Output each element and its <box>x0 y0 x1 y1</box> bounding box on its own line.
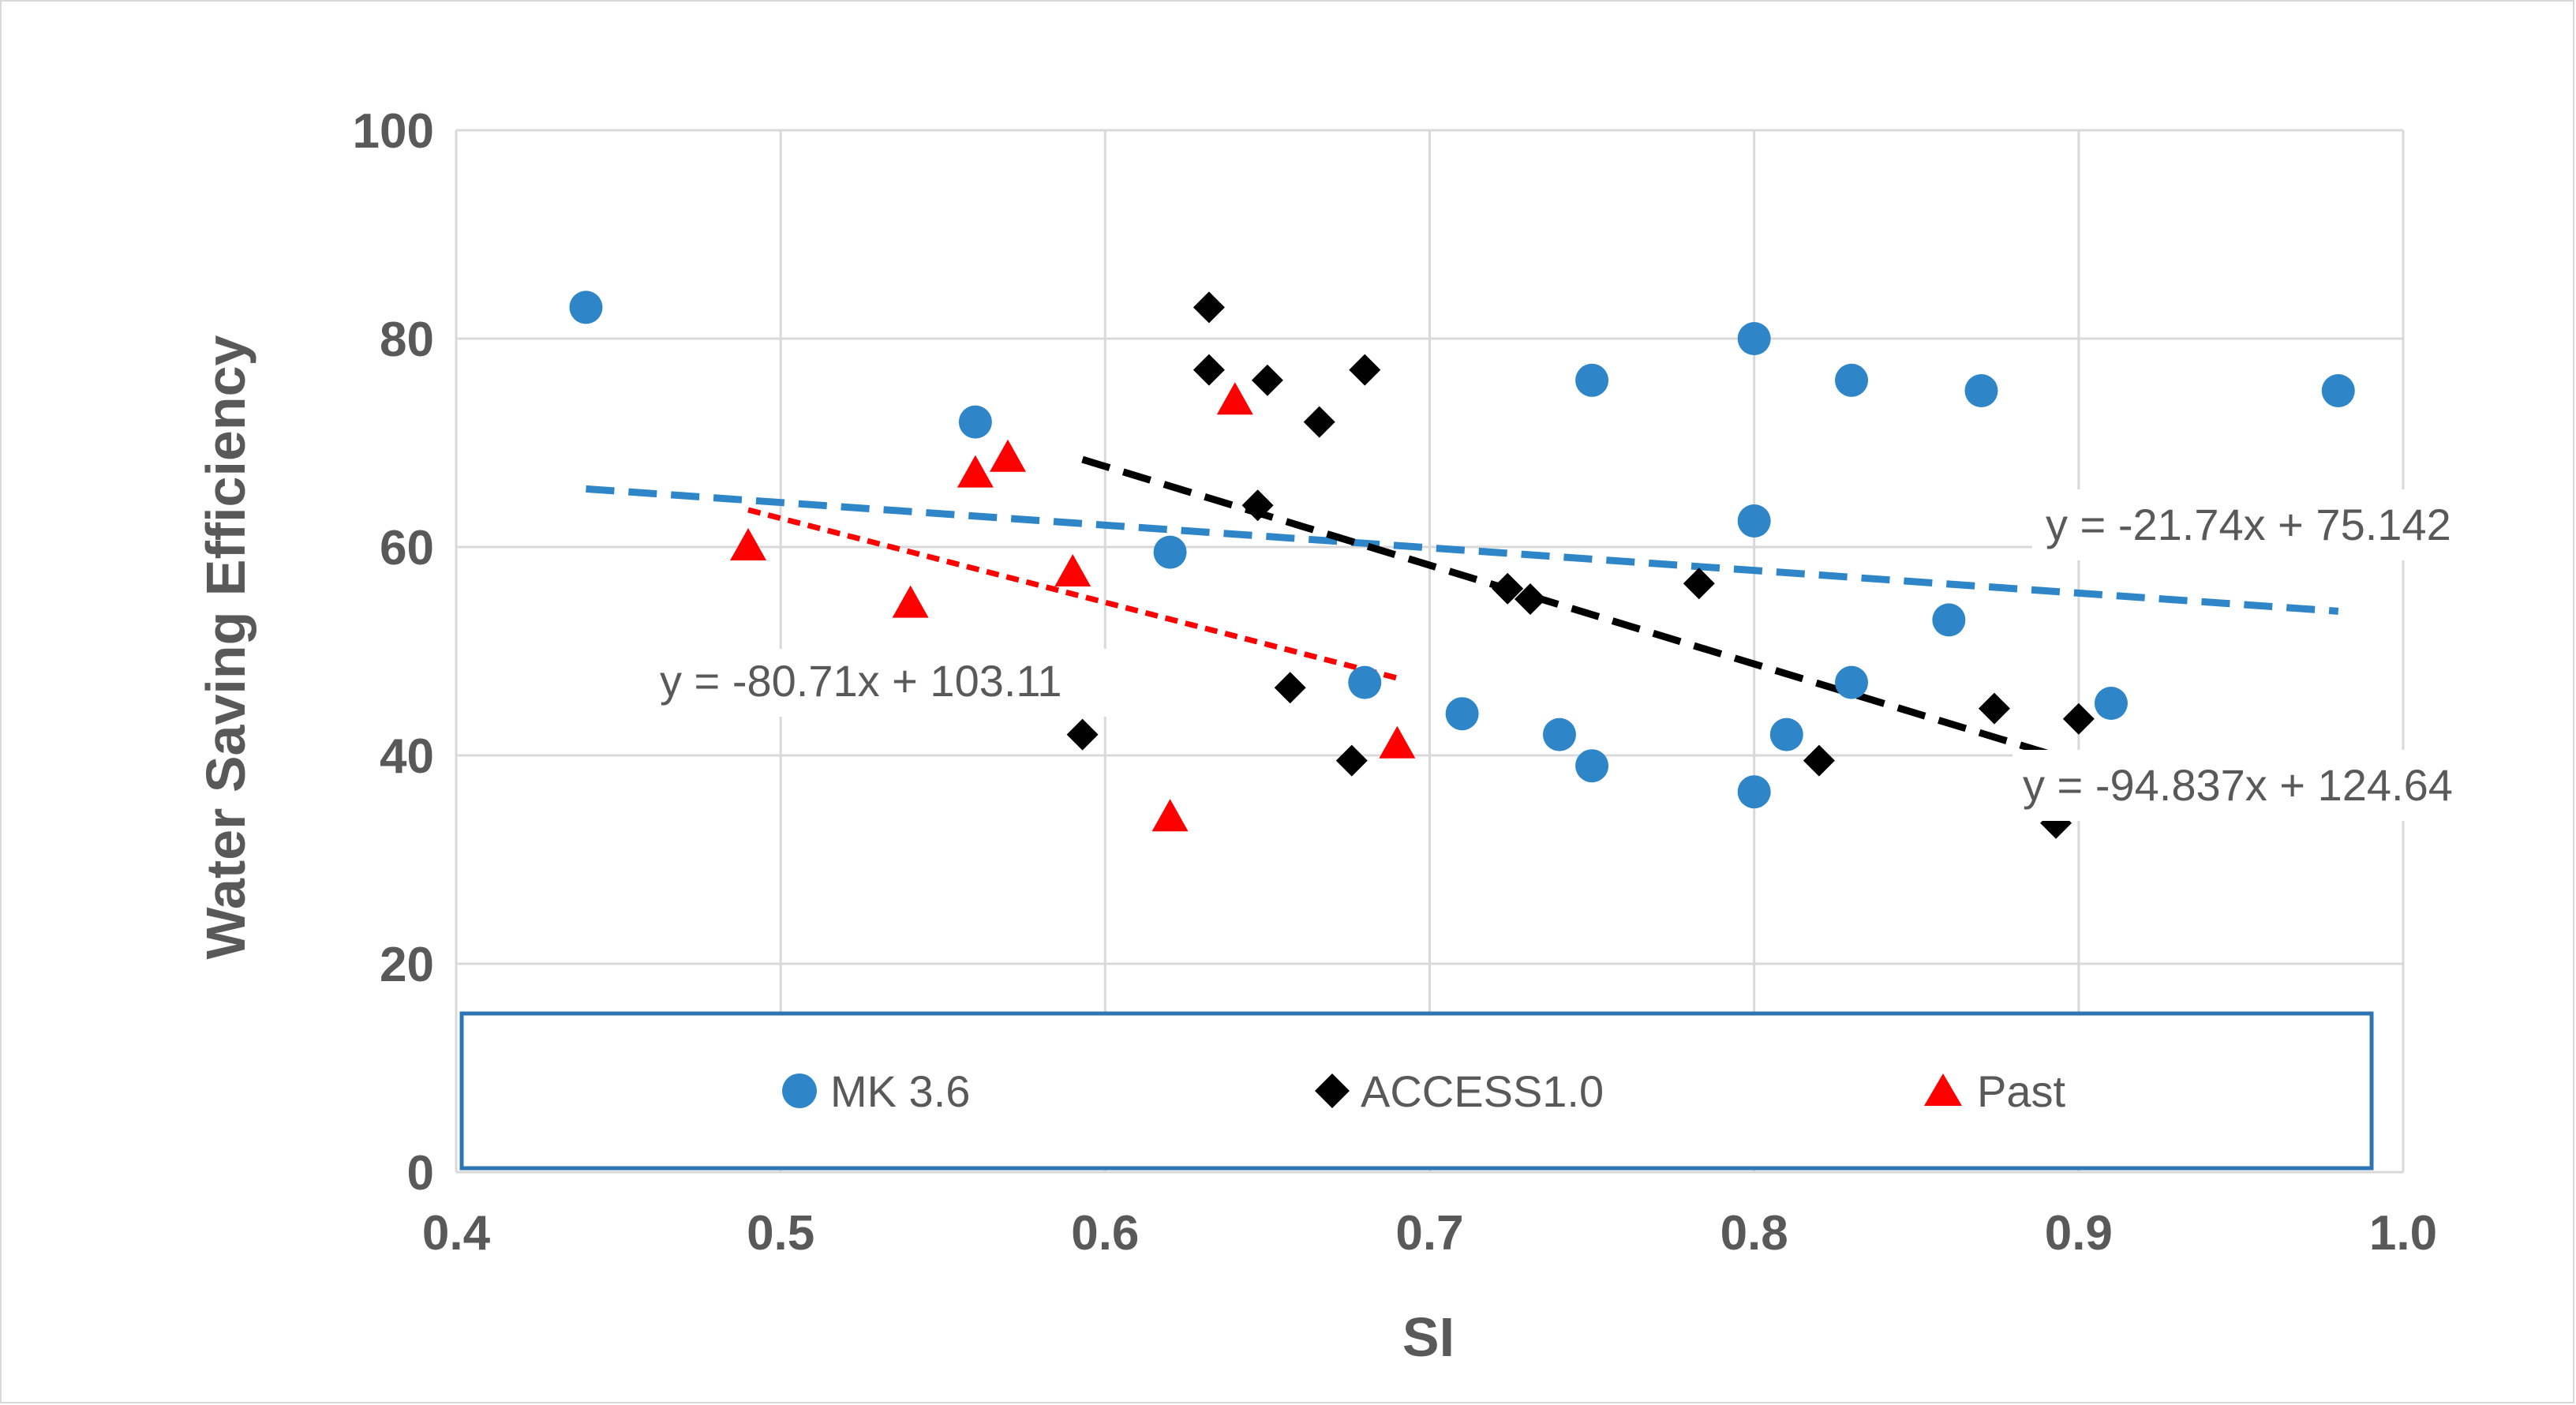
point-mk-3-6 <box>1575 749 1609 783</box>
point-access1-0 <box>1492 572 1524 605</box>
point-access1-0 <box>1514 583 1546 615</box>
x-tick-label: 0.7 <box>1395 1206 1463 1261</box>
point-mk-3-6 <box>1769 717 1803 751</box>
point-access1-0 <box>1066 718 1099 751</box>
y-axis-title: Water Saving Efficiency <box>195 335 256 959</box>
point-mk-3-6 <box>1445 697 1479 731</box>
point-access1-0 <box>1241 489 1274 522</box>
point-access1-0 <box>1251 364 1283 396</box>
point-access1-0 <box>1803 744 1835 777</box>
point-access1-0 <box>1274 672 1306 704</box>
x-tick-label: 0.5 <box>747 1206 814 1261</box>
y-tick-label: 80 <box>380 313 434 367</box>
x-tick-label: 0.8 <box>1720 1206 1788 1261</box>
legend-marker-past <box>1924 1073 1962 1106</box>
point-past <box>989 439 1026 472</box>
point-access1-0 <box>1683 568 1715 600</box>
point-past <box>1379 725 1416 759</box>
point-past <box>892 585 929 618</box>
legend-label-mk36: MK 3.6 <box>830 1066 970 1116</box>
eq-box-past <box>647 649 1152 717</box>
trendline-past <box>747 507 1398 681</box>
trend-equation-mk36: y = -21.74x + 75.142 <box>2046 500 2451 549</box>
point-past <box>957 455 994 488</box>
trendline-access1-0 <box>1081 455 2080 766</box>
y-tick-label: 20 <box>380 938 434 992</box>
y-tick-label: 100 <box>353 104 434 159</box>
point-access1-0 <box>2062 702 2095 735</box>
trend-equation-past: y = -80.71x + 103.11 <box>660 656 1062 706</box>
x-axis-title: SI <box>1402 1306 1455 1368</box>
legend-box <box>459 1011 2374 1171</box>
point-past <box>1216 382 1253 415</box>
legend-label-past: Past <box>1977 1066 2065 1116</box>
trend-equation-access: y = -94.837x + 124.64 <box>2023 760 2453 810</box>
y-tick-label: 60 <box>380 521 434 575</box>
data-points <box>569 290 2355 839</box>
point-mk-3-6 <box>1835 665 1869 699</box>
point-mk-3-6 <box>1737 322 1771 355</box>
point-past <box>730 528 767 560</box>
point-mk-3-6 <box>1932 603 1966 637</box>
point-mk-3-6 <box>958 405 992 439</box>
point-mk-3-6 <box>1153 535 1187 569</box>
point-mk-3-6 <box>2094 687 2128 720</box>
point-access1-0 <box>1978 692 2010 725</box>
axis-ticks: 0 20 40 60 80 100 0.4 0.5 0.6 0.7 0.8 0.9 1.0 <box>353 104 2438 1261</box>
point-access1-0 <box>1349 354 1381 386</box>
point-past <box>1054 554 1091 586</box>
point-mk-3-6 <box>1964 374 1998 407</box>
point-mk-3-6 <box>1542 717 1576 751</box>
point-access1-0 <box>1193 354 1225 386</box>
point-mk-3-6 <box>1737 504 1771 538</box>
point-access1-0 <box>1193 291 1225 324</box>
eq-box-mk36 <box>2032 489 2553 560</box>
x-tick-label: 1.0 <box>2369 1206 2437 1261</box>
eq-box-access <box>2012 750 2533 821</box>
trendline-mk-3-6 <box>586 485 2339 615</box>
legend-marker-mk36 <box>782 1073 817 1108</box>
point-mk-3-6 <box>2321 374 2355 407</box>
point-access1-0 <box>1303 406 1335 438</box>
point-past <box>1151 799 1189 832</box>
x-tick-label: 0.9 <box>2045 1206 2113 1261</box>
legend: MK 3.6 ACCESS1.0 Past <box>459 1011 2374 1171</box>
point-mk-3-6 <box>1835 363 1869 397</box>
point-mk-3-6 <box>1737 775 1771 809</box>
point-mk-3-6 <box>1575 363 1609 397</box>
y-tick-label: 40 <box>380 729 434 784</box>
point-access1-0 <box>1335 744 1368 777</box>
legend-marker-access <box>1315 1073 1350 1108</box>
y-tick-label: 0 <box>407 1146 434 1201</box>
x-tick-label: 0.6 <box>1071 1206 1139 1261</box>
point-mk-3-6 <box>569 290 603 324</box>
x-tick-label: 0.4 <box>422 1206 491 1261</box>
legend-label-access: ACCESS1.0 <box>1361 1066 1604 1116</box>
point-mk-3-6 <box>1348 665 1382 699</box>
